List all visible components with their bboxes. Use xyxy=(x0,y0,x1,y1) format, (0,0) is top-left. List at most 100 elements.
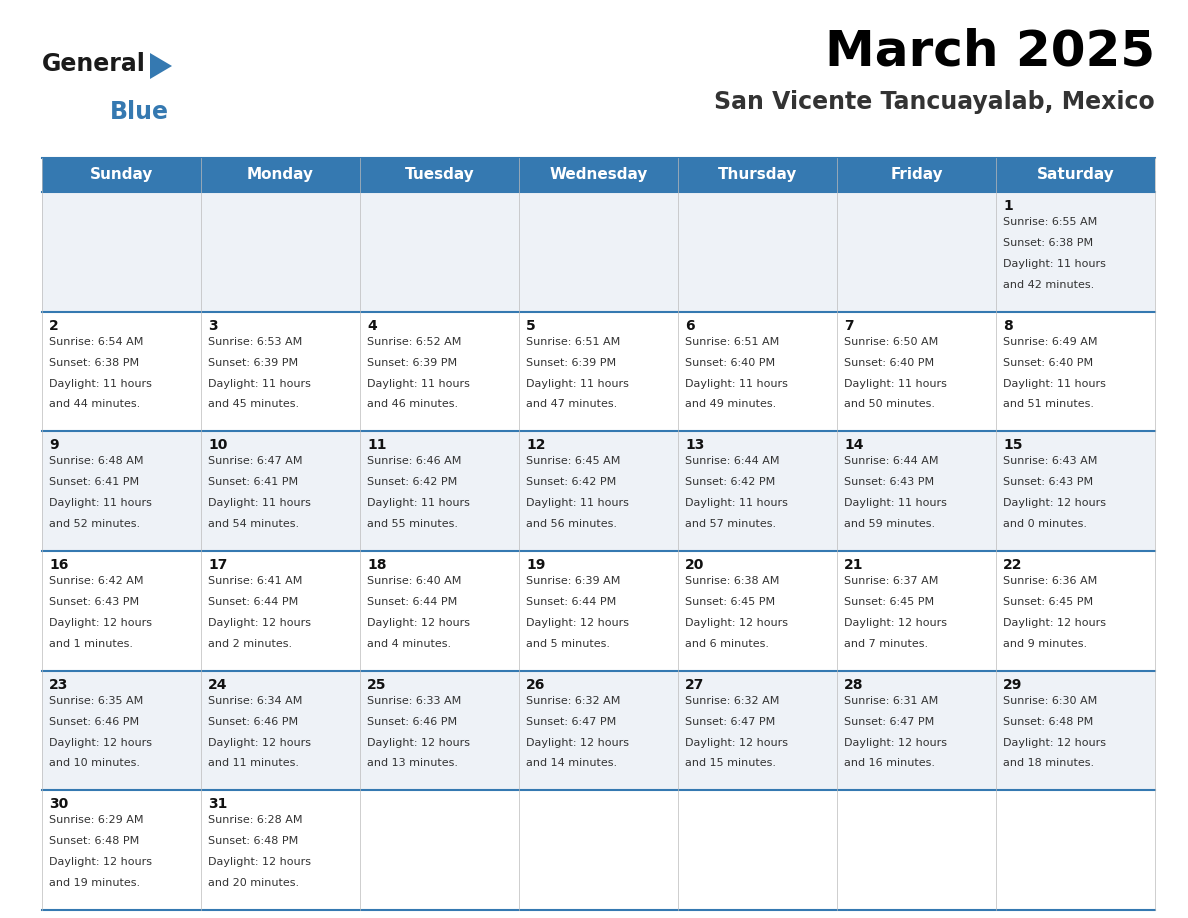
Text: Sunset: 6:40 PM: Sunset: 6:40 PM xyxy=(685,358,775,367)
Text: 2: 2 xyxy=(49,319,58,332)
Text: Daylight: 12 hours: Daylight: 12 hours xyxy=(685,618,788,628)
Text: Sunday: Sunday xyxy=(90,167,153,183)
Text: Blue: Blue xyxy=(110,100,169,124)
Bar xyxy=(996,158,1155,192)
Bar xyxy=(360,790,519,910)
Text: Sunset: 6:46 PM: Sunset: 6:46 PM xyxy=(208,717,298,727)
Bar xyxy=(678,790,838,910)
Text: Sunset: 6:45 PM: Sunset: 6:45 PM xyxy=(1003,597,1093,607)
Text: Sunrise: 6:47 AM: Sunrise: 6:47 AM xyxy=(208,456,303,466)
Text: 3: 3 xyxy=(208,319,217,332)
Text: 15: 15 xyxy=(1003,438,1023,453)
Text: Daylight: 12 hours: Daylight: 12 hours xyxy=(208,857,311,868)
Polygon shape xyxy=(150,53,172,79)
Text: Daylight: 12 hours: Daylight: 12 hours xyxy=(49,737,152,747)
Text: and 50 minutes.: and 50 minutes. xyxy=(843,399,935,409)
Text: Sunset: 6:47 PM: Sunset: 6:47 PM xyxy=(526,717,617,727)
Text: Sunrise: 6:38 AM: Sunrise: 6:38 AM xyxy=(685,576,779,586)
Bar xyxy=(519,671,678,790)
Bar xyxy=(996,551,1155,671)
Text: Sunset: 6:39 PM: Sunset: 6:39 PM xyxy=(367,358,457,367)
Bar xyxy=(201,312,360,431)
Text: Daylight: 12 hours: Daylight: 12 hours xyxy=(526,737,628,747)
Bar xyxy=(838,551,996,671)
Text: 1: 1 xyxy=(1003,199,1012,213)
Text: 25: 25 xyxy=(367,677,386,691)
Text: Daylight: 12 hours: Daylight: 12 hours xyxy=(1003,737,1106,747)
Bar xyxy=(838,158,996,192)
Text: Daylight: 11 hours: Daylight: 11 hours xyxy=(208,378,311,388)
Bar xyxy=(201,671,360,790)
Text: Sunset: 6:48 PM: Sunset: 6:48 PM xyxy=(49,836,139,846)
Text: Sunrise: 6:51 AM: Sunrise: 6:51 AM xyxy=(526,337,620,347)
Text: Sunset: 6:46 PM: Sunset: 6:46 PM xyxy=(367,717,457,727)
Text: Sunset: 6:48 PM: Sunset: 6:48 PM xyxy=(208,836,298,846)
Text: Sunrise: 6:32 AM: Sunrise: 6:32 AM xyxy=(526,696,620,706)
Text: Sunset: 6:45 PM: Sunset: 6:45 PM xyxy=(685,597,775,607)
Text: Daylight: 12 hours: Daylight: 12 hours xyxy=(367,618,470,628)
Bar xyxy=(42,551,201,671)
Text: Daylight: 11 hours: Daylight: 11 hours xyxy=(1003,259,1106,269)
Bar xyxy=(838,431,996,551)
Text: Monday: Monday xyxy=(247,167,314,183)
Text: Sunset: 6:38 PM: Sunset: 6:38 PM xyxy=(1003,238,1093,248)
Text: Sunset: 6:40 PM: Sunset: 6:40 PM xyxy=(843,358,934,367)
Text: Sunrise: 6:52 AM: Sunrise: 6:52 AM xyxy=(367,337,461,347)
Text: and 10 minutes.: and 10 minutes. xyxy=(49,758,140,768)
Text: and 44 minutes.: and 44 minutes. xyxy=(49,399,140,409)
Text: and 20 minutes.: and 20 minutes. xyxy=(208,879,299,888)
Text: Sunset: 6:42 PM: Sunset: 6:42 PM xyxy=(367,477,457,487)
Text: Sunrise: 6:46 AM: Sunrise: 6:46 AM xyxy=(367,456,461,466)
Text: March 2025: March 2025 xyxy=(824,28,1155,76)
Text: Sunrise: 6:29 AM: Sunrise: 6:29 AM xyxy=(49,815,144,825)
Text: Daylight: 11 hours: Daylight: 11 hours xyxy=(526,498,628,509)
Text: Sunrise: 6:45 AM: Sunrise: 6:45 AM xyxy=(526,456,620,466)
Text: Sunrise: 6:37 AM: Sunrise: 6:37 AM xyxy=(843,576,939,586)
Text: Daylight: 11 hours: Daylight: 11 hours xyxy=(208,498,311,509)
Bar xyxy=(519,431,678,551)
Text: Daylight: 12 hours: Daylight: 12 hours xyxy=(1003,498,1106,509)
Text: and 16 minutes.: and 16 minutes. xyxy=(843,758,935,768)
Text: Sunrise: 6:44 AM: Sunrise: 6:44 AM xyxy=(843,456,939,466)
Text: Sunrise: 6:28 AM: Sunrise: 6:28 AM xyxy=(208,815,303,825)
Text: Sunrise: 6:42 AM: Sunrise: 6:42 AM xyxy=(49,576,144,586)
Text: and 1 minutes.: and 1 minutes. xyxy=(49,639,133,649)
Text: 8: 8 xyxy=(1003,319,1012,332)
Text: 30: 30 xyxy=(49,798,68,812)
Text: and 49 minutes.: and 49 minutes. xyxy=(685,399,776,409)
Text: 28: 28 xyxy=(843,677,864,691)
Bar xyxy=(996,192,1155,312)
Bar xyxy=(996,790,1155,910)
Text: Sunrise: 6:50 AM: Sunrise: 6:50 AM xyxy=(843,337,939,347)
Text: Sunrise: 6:40 AM: Sunrise: 6:40 AM xyxy=(367,576,461,586)
Bar xyxy=(360,192,519,312)
Text: Sunset: 6:42 PM: Sunset: 6:42 PM xyxy=(685,477,776,487)
Text: Wednesday: Wednesday xyxy=(549,167,647,183)
Text: Daylight: 11 hours: Daylight: 11 hours xyxy=(1003,378,1106,388)
Bar xyxy=(678,431,838,551)
Text: Sunrise: 6:32 AM: Sunrise: 6:32 AM xyxy=(685,696,779,706)
Text: Daylight: 12 hours: Daylight: 12 hours xyxy=(843,737,947,747)
Bar xyxy=(201,192,360,312)
Text: Daylight: 11 hours: Daylight: 11 hours xyxy=(685,378,788,388)
Text: 29: 29 xyxy=(1003,677,1023,691)
Text: 18: 18 xyxy=(367,558,386,572)
Text: Daylight: 11 hours: Daylight: 11 hours xyxy=(526,378,628,388)
Text: 6: 6 xyxy=(685,319,695,332)
Text: Sunset: 6:41 PM: Sunset: 6:41 PM xyxy=(208,477,298,487)
Bar xyxy=(360,551,519,671)
Bar xyxy=(996,312,1155,431)
Text: Sunrise: 6:39 AM: Sunrise: 6:39 AM xyxy=(526,576,620,586)
Text: and 54 minutes.: and 54 minutes. xyxy=(208,520,299,529)
Text: 10: 10 xyxy=(208,438,227,453)
Bar xyxy=(360,671,519,790)
Text: and 4 minutes.: and 4 minutes. xyxy=(367,639,451,649)
Text: 5: 5 xyxy=(526,319,536,332)
Bar xyxy=(678,158,838,192)
Text: 14: 14 xyxy=(843,438,864,453)
Bar xyxy=(678,551,838,671)
Text: and 56 minutes.: and 56 minutes. xyxy=(526,520,617,529)
Text: 11: 11 xyxy=(367,438,386,453)
Text: 17: 17 xyxy=(208,558,227,572)
Text: 22: 22 xyxy=(1003,558,1023,572)
